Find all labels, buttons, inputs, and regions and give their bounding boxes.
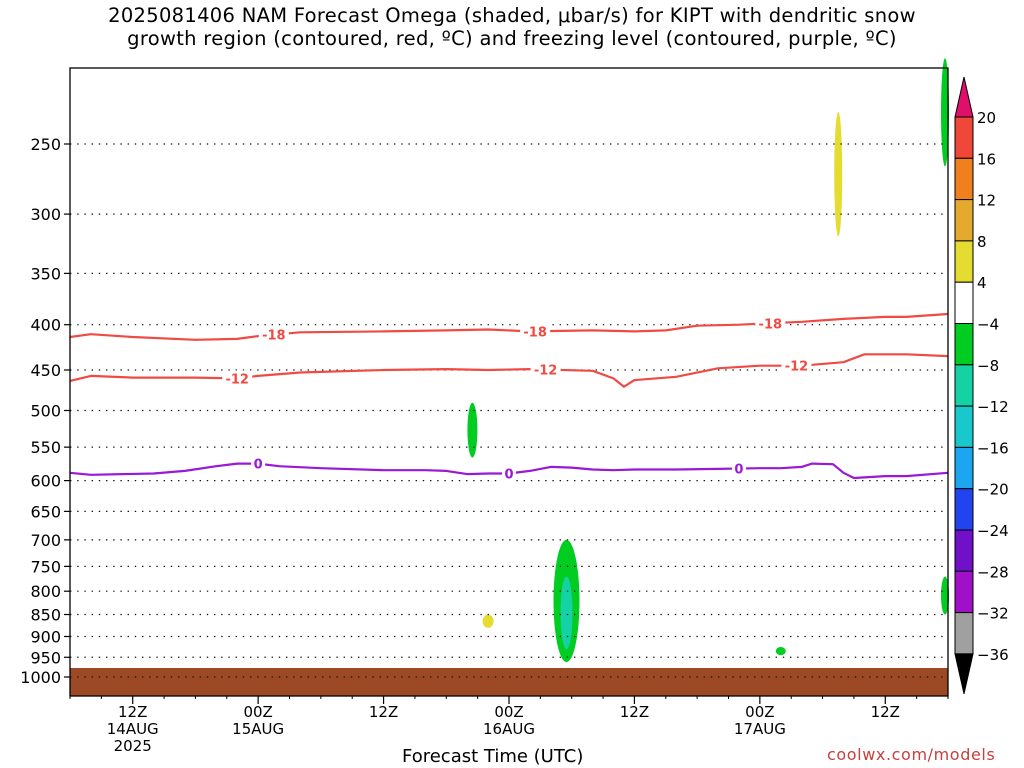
contour-label-0-0: -18 [262,329,286,344]
omega-shade-7 [941,576,949,615]
colorbar-box-6 [954,364,974,407]
xtick-sublabel-5-0: 17AUG [734,720,786,738]
ytick-label-700: 700 [30,531,61,550]
colorbar-box-9 [954,488,974,531]
colorbar-box-2 [954,199,974,242]
colorbar-label-12: −32 [977,605,1009,623]
ytick-label-550: 550 [30,438,61,457]
contour-label-0-1: -18 [523,325,547,340]
ytick-label-950: 950 [30,648,61,667]
omega-shade-6 [775,647,786,656]
ytick-label-650: 650 [30,502,61,521]
ground-layer [70,668,948,696]
colorbar-label-10: −24 [977,522,1009,540]
contour-label-1-0: -12 [225,372,249,387]
xtick-label-3: 00Z [494,703,523,721]
x-axis-title: Forecast Time (UTC) [402,746,584,767]
ytick-label-1000: 1000 [20,668,61,687]
ytick-label-500: 500 [30,402,61,421]
chart-title: 2025081406 NAM Forecast Omega (shaded, μ… [0,4,1024,50]
colorbar-box-12 [954,612,974,655]
colorbar-label-0: 20 [977,109,996,127]
xtick-label-5: 00Z [745,703,774,721]
contour-label-bg-2-2 [731,460,746,477]
ytick-label-900: 900 [30,627,61,646]
colorbar-label-4: 4 [977,274,987,292]
xtick-sublabel-1-0: 15AUG [232,720,284,738]
colorbar-box-7 [954,405,974,448]
contour-2 [69,462,949,480]
ytick-label-300: 300 [30,205,61,224]
ytick-label-800: 800 [30,582,61,601]
xtick-sublabel-0-0: 14AUG [107,720,159,738]
contour-label-bg-0-2 [755,315,786,332]
colorbar-box-11 [954,570,974,614]
ytick-label-400: 400 [30,316,61,335]
ytick-label-750: 750 [30,557,61,576]
xtick-label-4: 12Z [620,703,649,721]
contour-label-bg-1-0 [222,370,253,387]
xtick-label-6: 12Z [871,703,900,721]
colorbar-box-10 [954,529,974,572]
grid-layer [70,143,948,678]
contour-label-1-2: -12 [785,360,809,375]
contour-label-bg-2-0 [251,455,266,472]
ytick-label-450: 450 [30,361,61,380]
colorbar-arrow-bottom [954,653,974,695]
colorbar-box-8 [954,446,974,490]
colorbar-label-9: −20 [977,481,1009,499]
xtick-sublabel-3-0: 16AUG [483,720,535,738]
xtick-sublabel-0-1: 2025 [114,737,152,755]
contour-label-2-0: 0 [254,458,263,473]
colorbar-label-6: −8 [977,357,999,375]
colorbar-arrow-top [954,76,974,118]
contour-0 [69,312,949,341]
title-line-2: growth region (contoured, red, ºC) and f… [127,27,897,50]
axes-layer: 250 300 350 400 450 500 550 600 650 700 750 800 850 9… [20,67,949,755]
ytick-label-250: 250 [30,135,61,154]
plot-frame [69,67,949,697]
contour-label-bg-2-1 [502,465,516,482]
omega-shade-5 [482,614,494,628]
colorbar-label-8: −16 [977,439,1009,457]
contour-label-bg-0-1 [520,323,551,340]
colorbar-label-3: 8 [977,233,987,251]
colorbar-box-1 [954,157,974,201]
colorbar-label-11: −28 [977,563,1009,581]
colorbar: 20 16 12 8 4 −4 −8 −12 −16 −20 −24 −28 −32 −36 [954,76,1009,695]
contour-1 [69,353,949,388]
contour-label-0-2: -18 [759,317,783,332]
contour-label-1-1: -12 [534,364,558,379]
contour-label-2-2: 0 [734,463,743,478]
colorbar-label-5: −4 [977,316,999,334]
colorbar-box-0 [954,116,974,159]
contour-label-bg-0-0 [258,326,289,343]
xtick-label-1: 00Z [243,703,272,721]
contour-layer: -18 -18 -18 -12 -12 -12 0 0 0 [69,312,949,482]
colorbar-box-5 [954,323,974,366]
ytick-label-600: 600 [30,472,61,491]
credit-text: coolwx.com/models [827,745,996,764]
colorbar-box-3 [954,240,974,283]
colorbar-label-1: 16 [977,150,996,168]
ytick-label-850: 850 [30,606,61,625]
ytick-label-350: 350 [30,264,61,283]
xtick-label-0: 12Z [118,703,147,721]
title-line-1: 2025081406 NAM Forecast Omega (shaded, μ… [108,4,916,27]
omega-shade-4 [560,576,573,650]
contour-label-bg-1-2 [781,357,812,374]
omega-shade-2 [467,402,478,458]
contour-label-bg-1-1 [530,361,561,378]
omega-shade-0 [834,111,843,237]
omega-shade-1 [941,58,949,167]
ground-band [70,668,948,696]
contour-label-2-1: 0 [504,467,513,482]
colorbar-box-4 [954,281,974,325]
colorbar-label-7: −12 [977,398,1009,416]
colorbar-label-13: −36 [977,646,1009,664]
omega-shading-layer [467,58,949,663]
colorbar-label-2: 12 [977,192,996,210]
xtick-label-2: 12Z [369,703,398,721]
